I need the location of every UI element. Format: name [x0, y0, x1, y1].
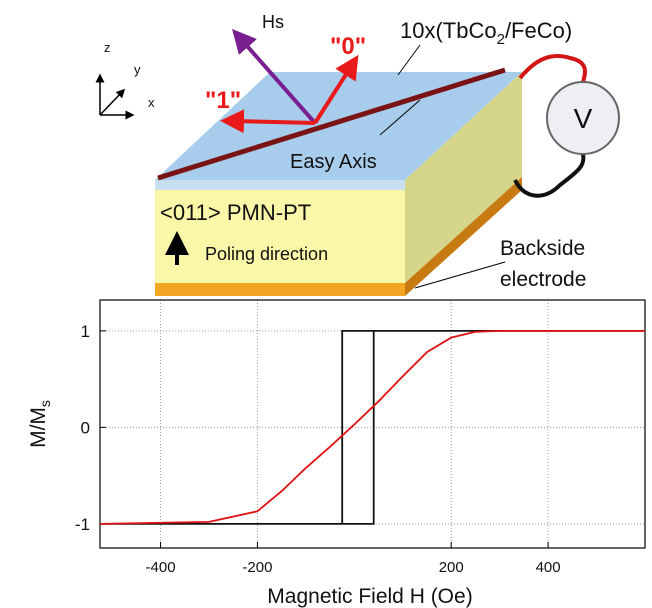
- figure: z y x Hs "0" "1" 10x(TbCo2/FeCo) V Easy …: [0, 0, 652, 608]
- electrode-label: Backside: [500, 237, 585, 260]
- stack-text: /FeCo): [505, 18, 572, 43]
- device-diagram: z y x Hs "0" "1" 10x(TbCo2/FeCo) V Easy …: [100, 12, 619, 296]
- stack-text: 10x(TbCo: [400, 18, 497, 43]
- y-label-text: M/M: [27, 407, 50, 448]
- electrode: [155, 283, 405, 296]
- hs-label: Hs: [262, 12, 284, 32]
- state-0-label: "0": [330, 33, 366, 60]
- stack-sub: 2: [497, 31, 505, 48]
- x-tick-label: -200: [242, 559, 272, 576]
- x-axis-label: Magnetic Field H (Oe): [267, 585, 472, 608]
- axis-label: x: [148, 95, 155, 110]
- state-1-label: "1": [205, 87, 241, 114]
- substrate-label: <011> PMN-PT: [160, 200, 311, 225]
- axis-label: z: [104, 40, 111, 55]
- stack-label: 10x(TbCo2/FeCo): [400, 18, 572, 48]
- easy-axis-label: Easy Axis: [290, 151, 377, 173]
- pointer: [398, 45, 420, 75]
- x-tick-label: -400: [146, 559, 176, 576]
- y-tick-label: 1: [81, 322, 90, 341]
- axis-y: [100, 92, 122, 115]
- x-tick-label: 200: [439, 559, 464, 576]
- wire-red: [520, 56, 585, 82]
- y-tick-label: -1: [75, 515, 90, 534]
- y-label-sub: s: [37, 400, 53, 407]
- wire-black: [515, 154, 583, 196]
- chart: Magnetic Field H (Oe) M/Ms -400 -200 200 40…: [27, 300, 645, 608]
- axis-label: y: [134, 62, 141, 77]
- film-edge: [155, 180, 405, 190]
- poling-label: Poling direction: [205, 244, 328, 264]
- electrode-label: electrode: [500, 268, 586, 291]
- x-tick-label: 400: [536, 559, 561, 576]
- plot-frame: [100, 300, 645, 548]
- arrow-1: [232, 121, 315, 123]
- voltmeter-label: V: [574, 103, 593, 134]
- y-axis-label: M/Ms: [27, 400, 53, 448]
- y-tick-label: 0: [81, 418, 90, 437]
